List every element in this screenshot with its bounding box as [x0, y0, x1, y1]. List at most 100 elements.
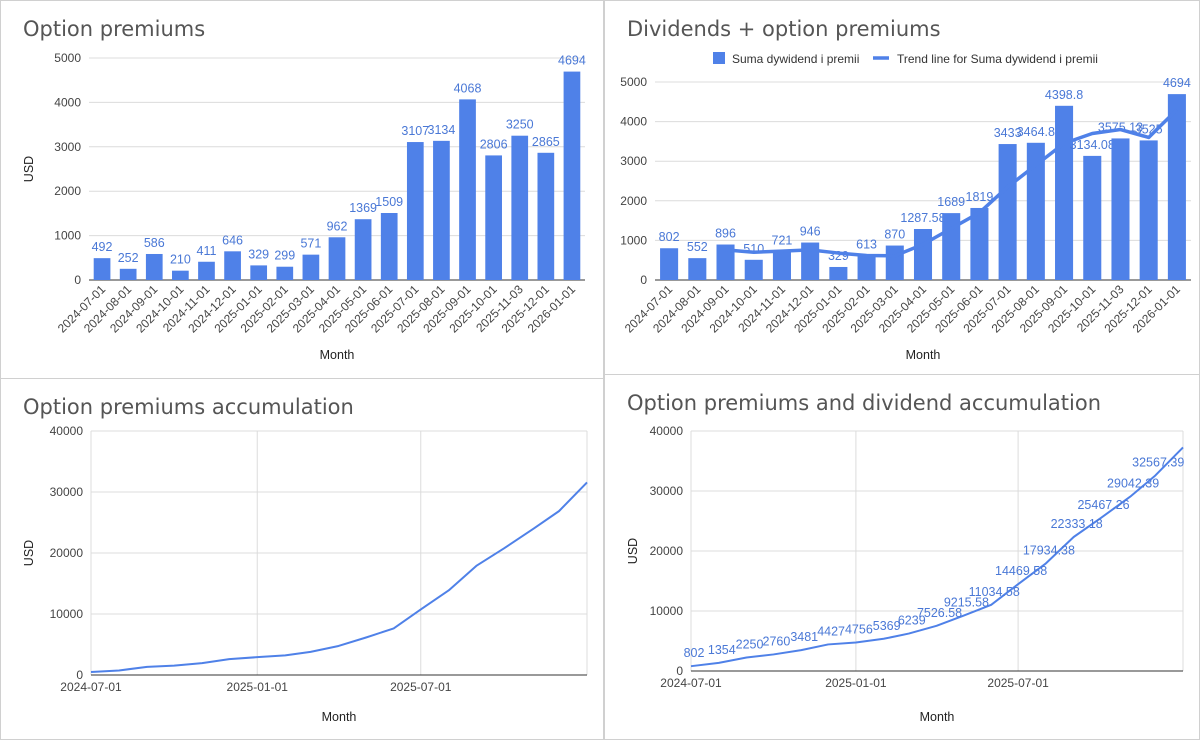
bar — [406, 142, 424, 280]
bar — [1111, 138, 1130, 280]
data-label: 4694 — [1163, 76, 1191, 90]
data-label: 25467.26 — [1077, 498, 1129, 512]
y-axis-label: USD — [626, 538, 640, 564]
plot-area: 0100020003000400050008025528965107219463… — [620, 75, 1191, 362]
x-axis-label: Month — [920, 710, 955, 724]
y-tick-label: 10000 — [650, 604, 684, 618]
bar — [145, 253, 163, 280]
bar — [224, 251, 241, 280]
x-axis-label: Month — [320, 348, 355, 362]
bar — [119, 268, 137, 280]
data-label: 2760 — [763, 634, 791, 648]
data-label: 552 — [687, 240, 708, 254]
bar — [276, 266, 294, 280]
data-label: 946 — [800, 225, 821, 239]
y-tick-label: 40000 — [650, 424, 684, 438]
bar — [198, 261, 215, 280]
trend-line — [725, 108, 1179, 258]
bar — [1167, 94, 1186, 280]
bar — [1026, 142, 1045, 280]
data-label: 802 — [659, 230, 680, 244]
chart-title: Option premiums accumulation — [23, 395, 354, 419]
bar — [688, 258, 707, 280]
bar — [744, 259, 763, 280]
legend-label: Suma dywidend i premii — [732, 52, 859, 66]
y-tick-label: 30000 — [50, 485, 84, 499]
data-label: 6239 — [898, 614, 926, 628]
data-label: 1509 — [375, 195, 403, 209]
y-tick-label: 3000 — [620, 154, 647, 168]
data-label: 299 — [274, 249, 295, 263]
data-label: 1369 — [349, 201, 377, 215]
data-label: 3481 — [790, 630, 818, 644]
data-label: 1354 — [708, 643, 736, 657]
data-label: 210 — [170, 253, 191, 267]
x-axis-label: Month — [322, 710, 357, 724]
line-chart-premiums-dividend-accumulation: 2024-07-01 2025-01-01 2025-07-01 0 10000 2000… — [626, 424, 1184, 724]
data-label: 802 — [684, 646, 705, 660]
y-tick-label: 0 — [76, 668, 83, 682]
data-label: 3250 — [506, 118, 534, 132]
data-label: 4068 — [454, 81, 482, 95]
data-label: 586 — [144, 236, 165, 250]
data-label: 411 — [197, 244, 217, 258]
data-label: 721 — [772, 233, 793, 247]
bar — [485, 155, 502, 280]
data-label: 17934.38 — [1023, 543, 1075, 557]
bar — [1083, 155, 1102, 280]
data-label: 1287.58 — [900, 211, 945, 225]
chart-title: Option premiums — [23, 17, 206, 41]
bar — [563, 71, 581, 281]
data-label: 4756 — [845, 622, 873, 636]
bar — [660, 248, 679, 280]
y-tick-label: 2000 — [620, 194, 647, 208]
data-label: 252 — [118, 251, 139, 265]
bar — [433, 140, 450, 280]
y-tick-label: 5000 — [620, 75, 647, 89]
data-label: 2250 — [736, 638, 764, 652]
bar — [829, 266, 848, 280]
bar — [250, 265, 268, 280]
data-label: 4694 — [558, 54, 586, 68]
data-label: 613 — [856, 238, 877, 252]
x-tick-label: 2024-07-01 — [660, 676, 722, 690]
bar — [857, 255, 876, 280]
data-label: 32567.39 — [1132, 456, 1184, 470]
y-tick-label: 3000 — [54, 140, 81, 154]
bar — [380, 213, 398, 280]
chart-title: Option premiums and dividend accumulatio… — [627, 391, 1101, 415]
data-label: 492 — [92, 240, 113, 254]
bar-chart-option-premiums: 0 1000 2000 3000 4000 5000 USD 492 252 586 210 411 6… — [22, 51, 586, 362]
y-tick-label: 4000 — [620, 115, 647, 129]
data-label: 3134.08 — [1070, 138, 1115, 152]
y-tick-label: 2000 — [54, 184, 81, 198]
bar — [716, 244, 735, 280]
y-axis-label: USD — [22, 156, 36, 182]
legend-bar-swatch — [713, 52, 725, 64]
chart-panel-premiums-dividend-accumulation: Option premiums and dividend accumulatio… — [604, 374, 1200, 740]
y-tick-label: 0 — [676, 664, 683, 678]
y-tick-label: 1000 — [620, 233, 647, 247]
chart-title: Dividends + option premiums — [627, 17, 941, 41]
bar — [302, 254, 320, 280]
data-label: 2806 — [480, 137, 508, 151]
y-tick-label: 1000 — [54, 229, 81, 243]
chart-panel-option-premiums-accumulation: Option premiums accumulation 2024-07-01 2… — [0, 378, 604, 740]
data-label: 7526.58 — [917, 606, 962, 620]
data-label: 1819 — [966, 190, 994, 204]
y-tick-label: 10000 — [50, 607, 84, 621]
data-label: 329 — [248, 247, 269, 261]
bar — [913, 229, 933, 280]
data-label: 646 — [222, 233, 243, 247]
y-tick-label: 20000 — [650, 544, 684, 558]
data-label: 5369 — [873, 619, 901, 633]
bar — [998, 144, 1017, 280]
bar — [885, 245, 904, 280]
x-tick-label: 2025-01-01 — [825, 676, 887, 690]
bar — [511, 135, 529, 280]
y-tick-label: 20000 — [50, 546, 84, 560]
chart-panel-option-premiums: Option premiums 0 1000 2000 3000 4000 5000 USD… — [0, 0, 604, 380]
y-tick-label: 5000 — [54, 51, 81, 65]
data-label: 3107 — [401, 124, 429, 138]
series-line — [90, 481, 588, 673]
